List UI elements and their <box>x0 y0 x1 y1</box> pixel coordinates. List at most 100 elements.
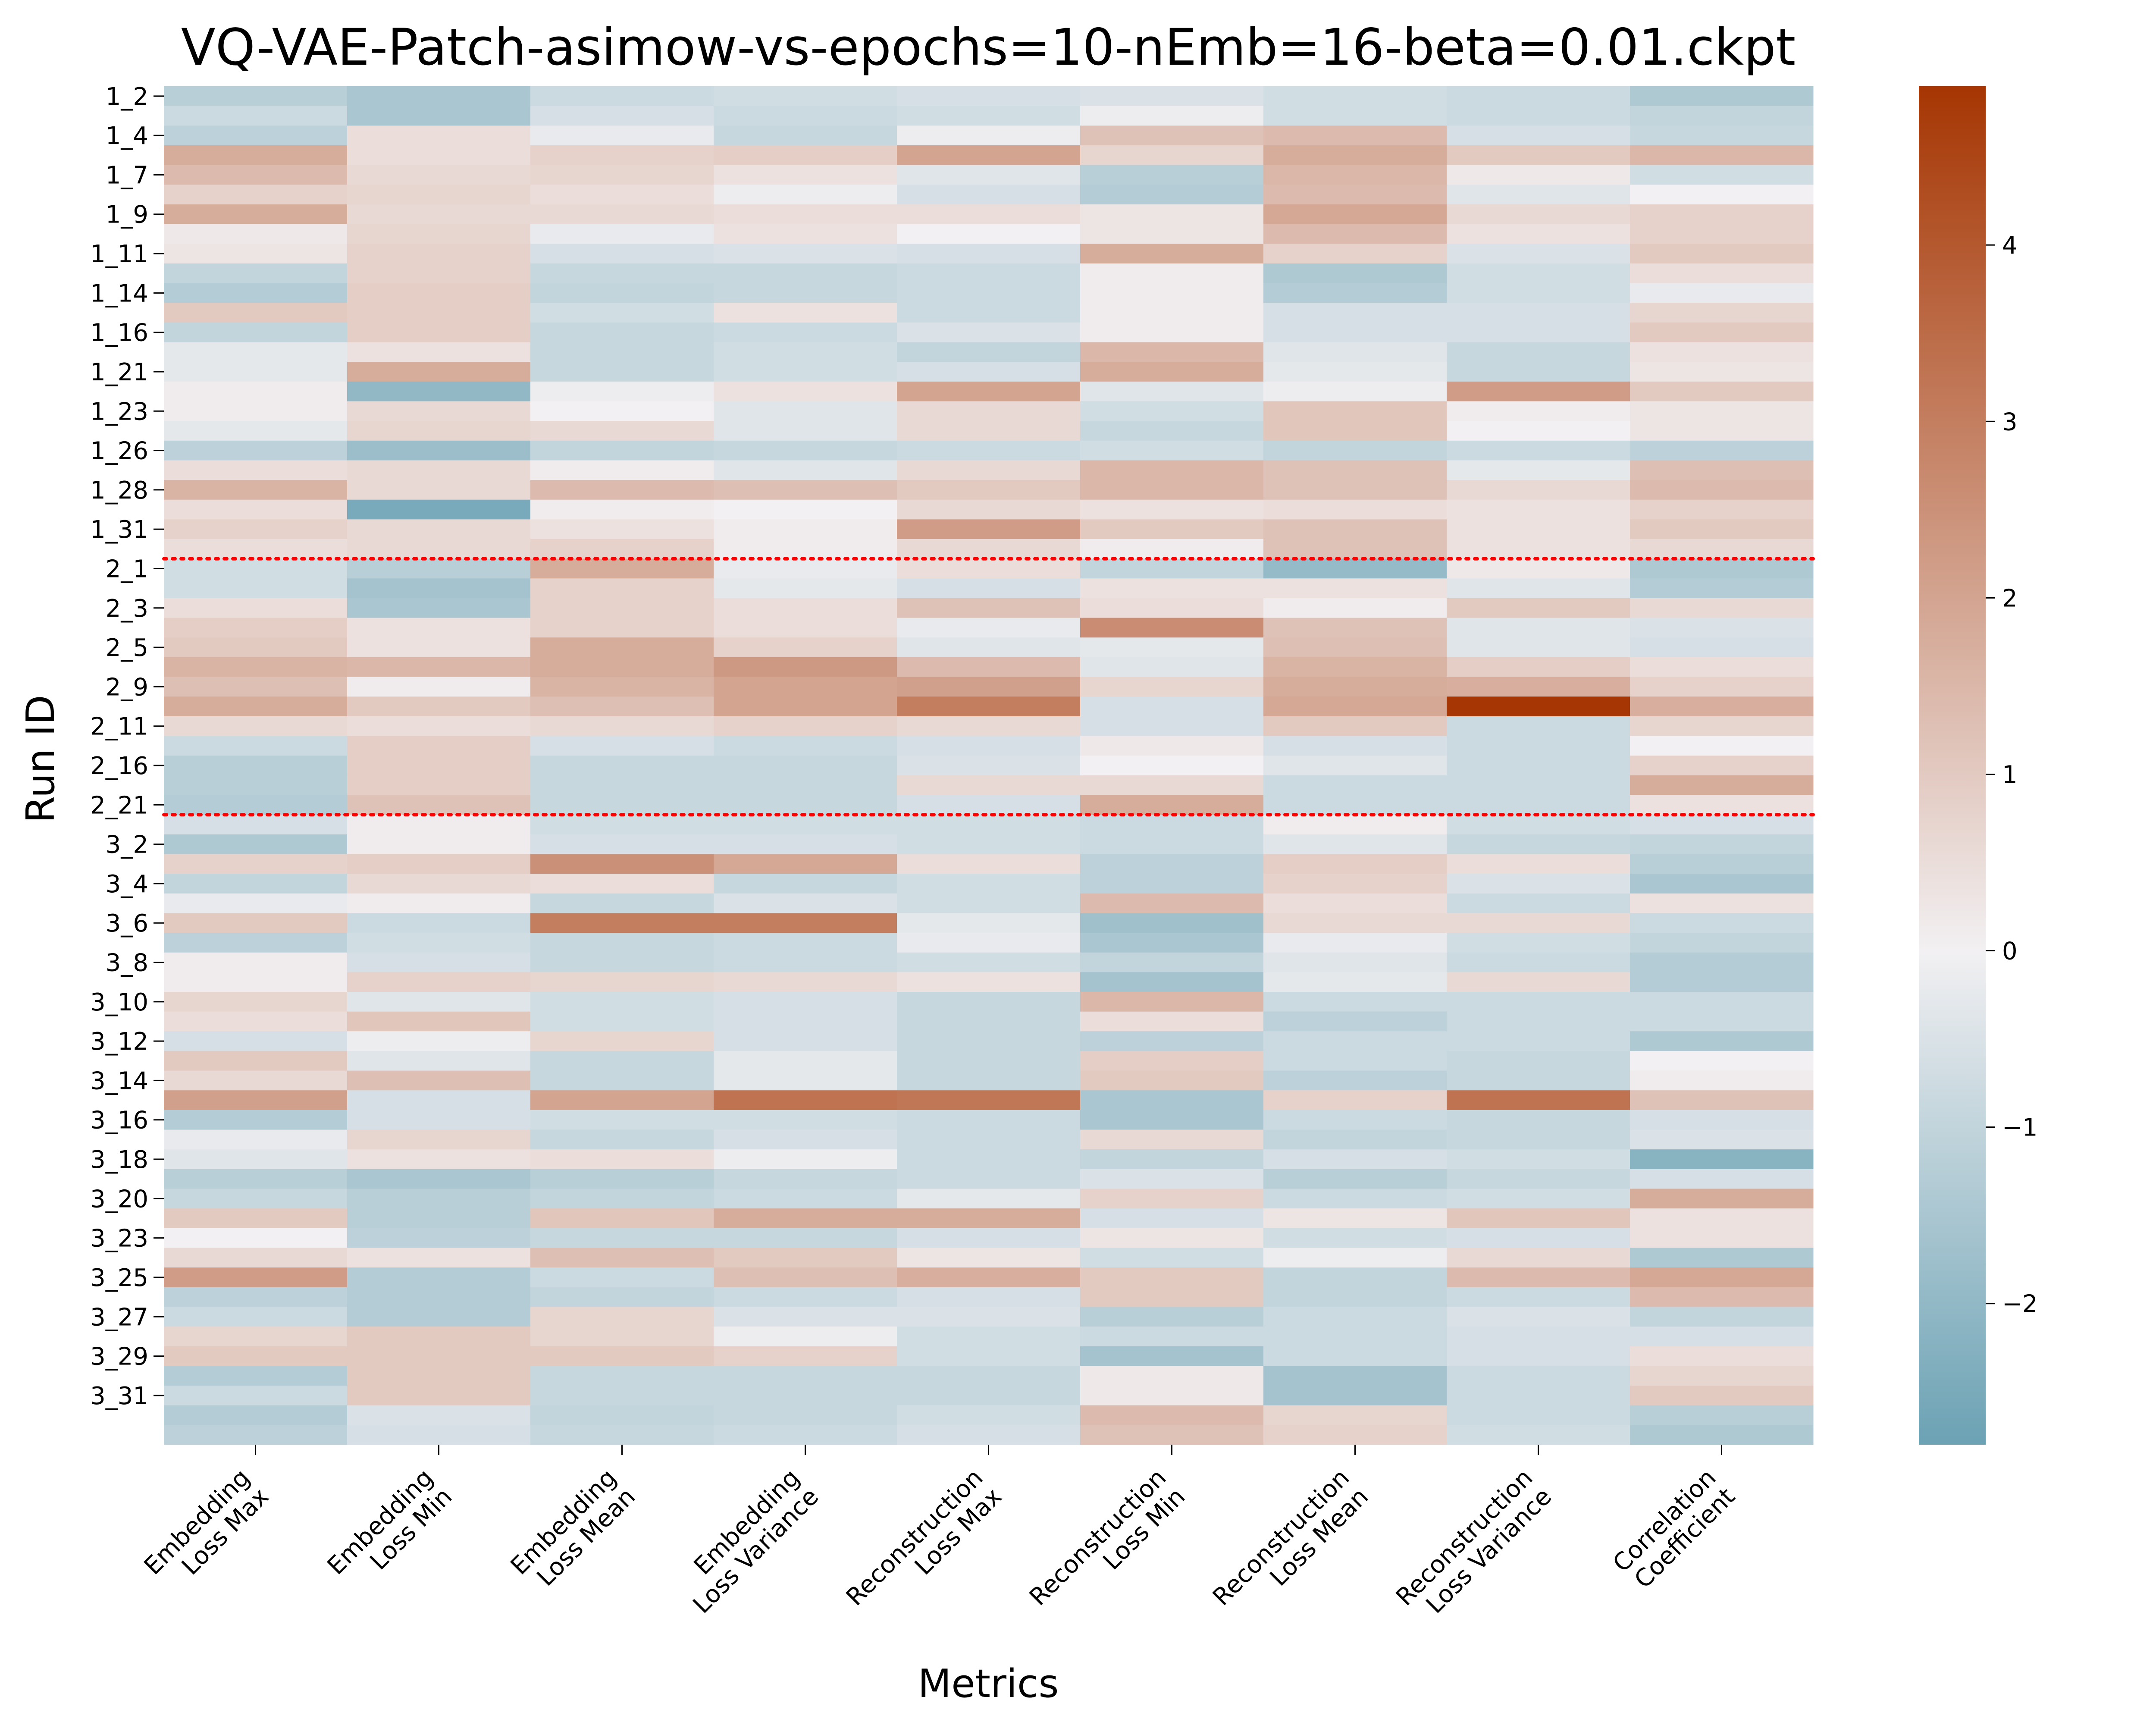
y-tick-label: 3_27 <box>90 1303 148 1331</box>
heatmap-cell <box>1630 1405 1814 1425</box>
heatmap-cell <box>1630 480 1814 500</box>
heatmap-cell <box>897 165 1081 185</box>
y-tick-label: 3_2 <box>106 831 148 859</box>
heatmap-cell <box>164 736 348 756</box>
heatmap-cell <box>1630 578 1814 599</box>
heatmap-cell <box>897 303 1081 323</box>
heatmap-cell <box>1447 874 1630 894</box>
heatmap-cell <box>1263 677 1447 697</box>
y-tick-label: 2_1 <box>106 555 148 583</box>
heatmap-cell <box>714 1307 897 1327</box>
heatmap-cell <box>164 578 348 599</box>
y-axis-label: Run ID <box>18 695 63 823</box>
heatmap-cell <box>347 224 531 244</box>
heatmap-cell <box>164 992 348 1012</box>
x-axis-label: Metrics <box>918 1661 1059 1706</box>
heatmap-cell <box>530 578 714 599</box>
heatmap-cell <box>347 401 531 421</box>
y-tick-label: 1_28 <box>90 477 148 505</box>
x-tick-label: CorrelationCoefficient <box>1608 1464 1740 1596</box>
heatmap-cell <box>897 401 1081 421</box>
heatmap-cell <box>530 322 714 342</box>
heatmap-cell <box>1263 1208 1447 1229</box>
heatmap-cell <box>164 1051 348 1071</box>
heatmap-cell <box>714 696 897 717</box>
heatmap-cell <box>164 972 348 992</box>
heatmap-cell <box>1080 165 1264 185</box>
heatmap-cell <box>1263 736 1447 756</box>
heatmap-cell <box>714 1129 897 1150</box>
heatmap-cell <box>1447 86 1630 107</box>
heatmap-cell <box>164 1228 348 1248</box>
heatmap-cell <box>1630 933 1814 953</box>
heatmap-cell <box>347 460 531 480</box>
heatmap-cell <box>530 106 714 126</box>
heatmap-cell <box>714 460 897 480</box>
heatmap-cell <box>1447 519 1630 539</box>
heatmap-cell <box>347 1110 531 1130</box>
heatmap-cell <box>164 716 348 737</box>
heatmap-cell <box>1447 1011 1630 1032</box>
heatmap-cell <box>1630 756 1814 776</box>
heatmap-cell <box>714 106 897 126</box>
heatmap-cell <box>1630 519 1814 539</box>
heatmap-cell <box>897 1366 1081 1386</box>
heatmap-cell <box>897 539 1081 559</box>
heatmap-cell <box>530 224 714 244</box>
x-tick-label: ReconstructionLoss Variance <box>1391 1464 1557 1630</box>
heatmap-cell <box>897 1208 1081 1229</box>
heatmap-cell <box>1447 696 1630 717</box>
heatmap-cell <box>1630 1149 1814 1170</box>
heatmap-cell <box>714 480 897 500</box>
heatmap-cell <box>1080 1327 1264 1347</box>
heatmap-cell <box>530 1405 714 1425</box>
heatmap-cell <box>1080 972 1264 992</box>
heatmap-cell <box>714 756 897 776</box>
heatmap-cell <box>1263 1149 1447 1170</box>
heatmap-cell <box>897 736 1081 756</box>
y-tick-label: 1_4 <box>106 122 148 150</box>
heatmap-cell <box>714 1287 897 1307</box>
heatmap-cell <box>530 716 714 737</box>
heatmap-cell <box>714 952 897 972</box>
heatmap-cell <box>164 1366 348 1386</box>
heatmap-cell <box>164 1110 348 1130</box>
heatmap-cell <box>1263 1090 1447 1110</box>
heatmap-cell <box>1630 362 1814 382</box>
heatmap-cell <box>714 1366 897 1386</box>
heatmap-cell <box>530 185 714 205</box>
heatmap-cell <box>530 1051 714 1071</box>
heatmap-cell <box>714 1327 897 1347</box>
heatmap-cell <box>1080 1149 1264 1170</box>
heatmap-cell <box>347 1366 531 1386</box>
y-tick-label: 1_9 <box>106 201 148 229</box>
y-tick-label: 3_6 <box>106 910 148 938</box>
heatmap-cell <box>1080 637 1264 658</box>
heatmap-cell <box>714 1189 897 1209</box>
heatmap-cell <box>530 440 714 461</box>
heatmap-cell <box>347 756 531 776</box>
heatmap-cell <box>1447 303 1630 323</box>
heatmap-cell <box>347 834 531 854</box>
heatmap-cell <box>530 637 714 658</box>
heatmap-cell <box>530 1110 714 1130</box>
heatmap-cell <box>1447 1031 1630 1051</box>
x-tick-label: ReconstructionLoss Max <box>841 1464 1007 1630</box>
heatmap-cell <box>164 598 348 618</box>
heatmap-cell <box>1263 244 1447 264</box>
heatmap-cell <box>1630 303 1814 323</box>
heatmap-cell <box>164 1149 348 1170</box>
heatmap-cell <box>1080 1090 1264 1110</box>
heatmap-cell <box>1630 775 1814 795</box>
heatmap-cell <box>530 893 714 913</box>
heatmap-cell <box>1263 834 1447 854</box>
y-tick-label: 2_3 <box>106 595 148 623</box>
heatmap-cell <box>1080 1287 1264 1307</box>
heatmap-cell <box>1080 716 1264 737</box>
colorbar-tick-label: 3 <box>2002 408 2018 436</box>
heatmap-cell <box>530 1149 714 1170</box>
heatmap-cell <box>1080 1267 1264 1288</box>
heatmap-cell <box>897 342 1081 362</box>
heatmap-cell <box>347 1070 531 1091</box>
